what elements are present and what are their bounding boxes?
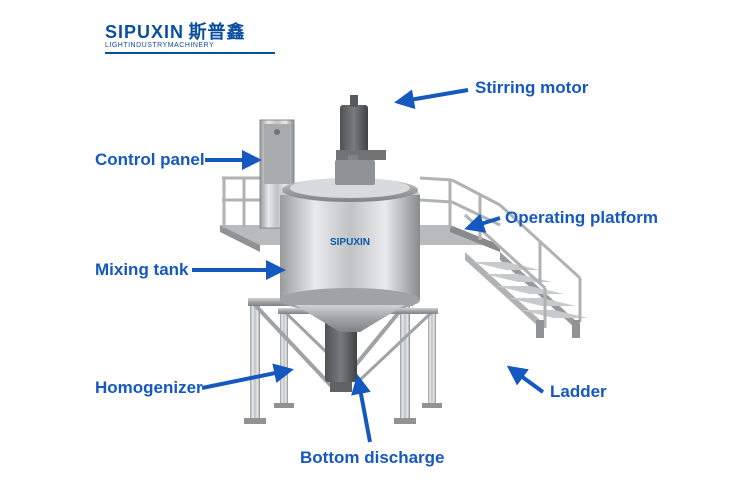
railing-rail	[452, 180, 500, 205]
logo-brand-row: SIPUXIN 斯普鑫	[105, 18, 275, 44]
brand-logo: SIPUXIN 斯普鑫 LIGHTINDUSTRYMACHINERY	[105, 18, 275, 54]
motor-mount	[336, 150, 386, 160]
railing-rail	[420, 178, 452, 180]
logo-tagline: LIGHTINDUSTRYMACHINERY	[105, 42, 275, 49]
frame-foot	[244, 418, 266, 424]
stirring-motor-body	[340, 105, 368, 153]
label-homogenizer: Homogenizer	[95, 378, 203, 398]
frame-foot	[274, 403, 294, 408]
motor-gearbox	[335, 160, 375, 185]
homogenizer-base	[330, 382, 352, 392]
frame-foot	[394, 418, 416, 424]
logo-underline	[105, 52, 275, 54]
frame-leg	[428, 310, 436, 405]
label-bottom-discharge: Bottom discharge	[300, 448, 445, 468]
tank-logo-text: SIPUXIN	[330, 237, 370, 248]
railing-rail	[452, 202, 500, 225]
frame-foot	[422, 403, 442, 408]
stair-leg	[572, 320, 580, 338]
frame-leg	[280, 310, 288, 405]
logo-brand-en: SIPUXIN	[105, 22, 184, 42]
railing-rail	[420, 200, 452, 202]
label-operating-platform: Operating platform	[505, 208, 658, 228]
frame-leg	[250, 300, 260, 420]
motor-top	[350, 95, 358, 107]
control-panel-knob	[274, 129, 280, 135]
stair-leg	[536, 320, 544, 338]
label-mixing-tank: Mixing tank	[95, 260, 189, 280]
frame-leg	[400, 300, 410, 420]
label-ladder: Ladder	[550, 382, 607, 402]
label-control-panel: Control panel	[95, 150, 205, 170]
logo-brand-cn: 斯普鑫	[188, 22, 245, 42]
label-stirring-motor: Stirring motor	[475, 78, 588, 98]
